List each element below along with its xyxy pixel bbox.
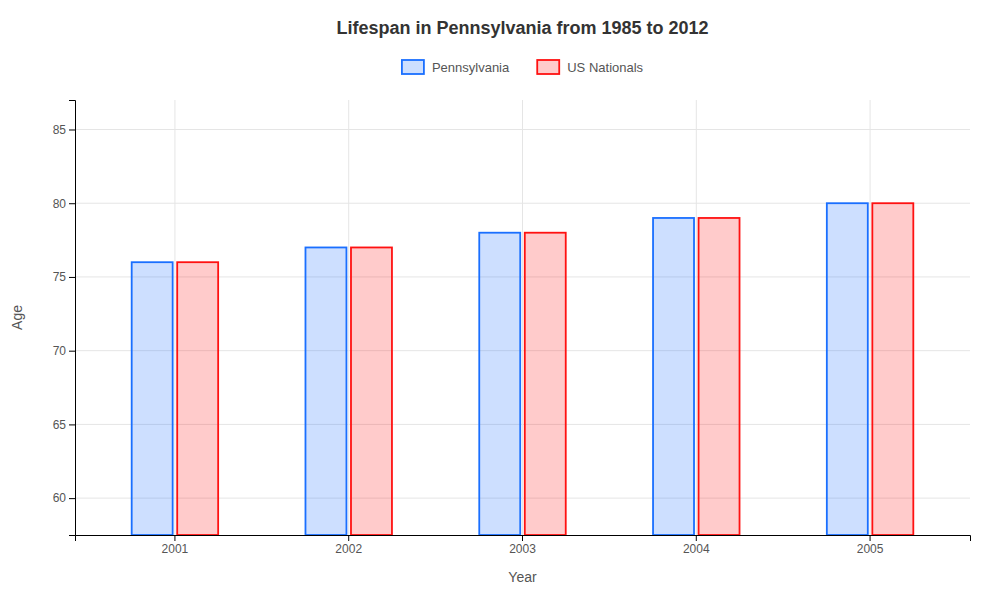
tick-label: 85 (53, 123, 67, 137)
tick-mark (69, 351, 75, 352)
chart: 2001 2002 2003 2004 2005 60 65 70 75 80 85 Year Age L… (0, 0, 1000, 600)
y-tick: 70 (53, 344, 75, 358)
tick-mark (69, 129, 75, 130)
tick-label: 2004 (683, 542, 710, 556)
bar (479, 233, 520, 535)
x-tick: 2005 (857, 535, 884, 556)
tick-mark (69, 203, 75, 204)
tick-label: 2003 (509, 542, 536, 556)
x-axis-title: Year (508, 569, 537, 585)
bar (525, 233, 566, 535)
bar (351, 247, 392, 535)
bar (132, 262, 173, 535)
x-tick: 2001 (162, 535, 189, 556)
legend-swatch (537, 60, 559, 74)
bar (872, 203, 913, 535)
axis-line (69, 101, 76, 536)
y-tick: 85 (53, 123, 75, 137)
x-tick: 2003 (509, 535, 536, 556)
tick-label: 80 (53, 197, 67, 211)
tick-mark (696, 535, 697, 541)
tick-mark (174, 535, 175, 541)
grid-line-x (348, 100, 349, 535)
axis-line (76, 536, 971, 542)
tick-label: 75 (53, 270, 67, 284)
tick-mark (522, 535, 523, 541)
tick-mark (348, 535, 349, 541)
tick-label: 65 (53, 418, 67, 432)
y-tick: 75 (53, 270, 75, 284)
tick-mark (69, 424, 75, 425)
legend: Pennsylvania US Nationals (402, 60, 644, 75)
y-tick: 80 (53, 197, 75, 211)
legend-label: US Nationals (567, 60, 643, 75)
y-tick: 60 (53, 491, 75, 505)
bar (827, 203, 868, 535)
legend-swatch (402, 60, 424, 74)
y-axis: 60 65 70 75 80 85 (53, 101, 76, 536)
legend-item: US Nationals (537, 60, 643, 75)
grid (75, 100, 970, 535)
bar (653, 218, 694, 535)
x-tick: 2004 (683, 535, 710, 556)
title: Lifespan in Pennsylvania from 1985 to 20… (336, 18, 708, 38)
grid-line-x (870, 100, 871, 535)
grid-line-x (174, 100, 175, 535)
tick-label: 2001 (162, 542, 189, 556)
tick-label: 2005 (857, 542, 884, 556)
tick-label: 2002 (335, 542, 362, 556)
bar (699, 218, 740, 535)
grid-line-x (522, 100, 523, 535)
y-tick: 65 (53, 418, 75, 432)
tick-label: 70 (53, 344, 67, 358)
legend-label: Pennsylvania (432, 60, 510, 75)
bar (305, 247, 346, 535)
x-tick: 2002 (335, 535, 362, 556)
legend-item: Pennsylvania (402, 60, 510, 75)
tick-label: 60 (53, 491, 67, 505)
grid-line-x (696, 100, 697, 535)
bars (132, 203, 914, 535)
y-axis-title: Age (9, 305, 25, 330)
plot-area: 2001 2002 2003 2004 2005 60 65 70 75 80 85 (53, 100, 971, 556)
tick-mark (870, 535, 871, 541)
x-axis: 2001 2002 2003 2004 2005 (76, 535, 971, 556)
tick-mark (69, 277, 75, 278)
tick-mark (69, 498, 75, 499)
bar (177, 262, 218, 535)
